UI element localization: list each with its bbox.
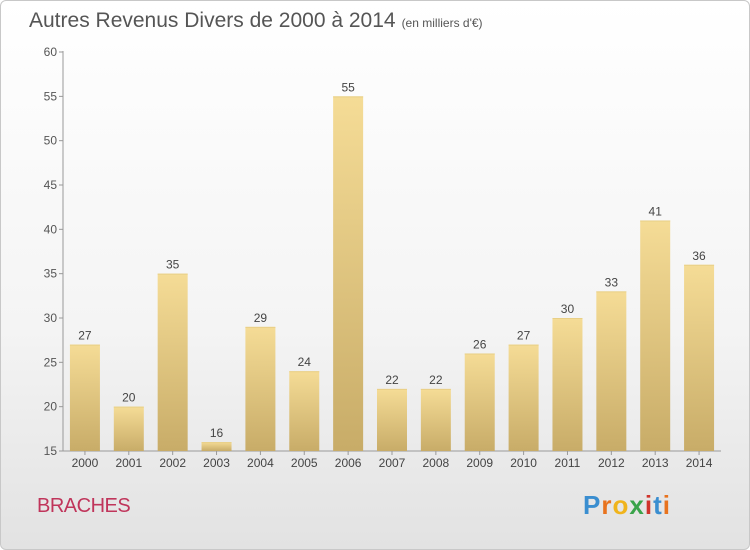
bar-value-label: 27 [517,329,531,343]
bar [640,220,671,451]
x-tick-label: 2009 [466,456,493,470]
bar-value-label: 20 [122,391,136,405]
bar-value-label: 22 [429,373,443,387]
x-tick-label: 2007 [379,456,406,470]
bar-value-label: 55 [341,80,355,94]
bar-value-label: 35 [166,258,180,272]
commune-name: BRACHES [37,495,131,517]
bar-value-label: 29 [254,311,268,325]
logo-letter: t [653,490,663,520]
bar-value-label: 27 [78,329,92,343]
logo-letter: P [583,490,602,520]
bar-value-label: 30 [561,302,575,316]
bar [464,353,495,451]
bar [157,273,188,451]
bar [508,344,539,451]
y-tick-label: 45 [44,178,58,192]
bar-value-label: 22 [385,373,399,387]
x-tick-label: 2008 [423,456,450,470]
logo-letter: i [662,490,671,520]
logo-letter: r [601,490,613,520]
bar-value-label: 26 [473,337,487,351]
bar [596,291,627,451]
bar-value-label: 33 [605,275,619,289]
bar [552,318,583,451]
bar-value-label: 24 [298,355,312,369]
x-tick-label: 2013 [642,456,669,470]
y-tick-label: 55 [44,89,58,103]
x-tick-label: 2006 [335,456,362,470]
bar-value-label: 16 [210,426,224,440]
proxiti-logo[interactable]: Proxiti [583,490,671,521]
x-tick-label: 2012 [598,456,625,470]
x-tick-label: 2005 [291,456,318,470]
x-tick-label: 2010 [510,456,537,470]
bar [684,264,715,451]
y-tick-label: 60 [44,45,58,59]
x-tick-label: 2011 [555,456,581,470]
chart-subtitle: (en milliers d'€) [401,16,483,30]
x-tick-label: 2002 [159,456,186,470]
y-tick-label: 15 [44,444,58,458]
bar [245,326,276,451]
logo-letter: x [629,490,645,520]
y-tick-label: 50 [44,134,58,148]
logo-letter: i [644,490,654,520]
bar [69,344,100,451]
x-tick-label: 2003 [203,456,230,470]
bar [420,388,451,451]
bar [289,371,320,451]
y-tick-label: 25 [44,355,58,369]
x-tick-label: 2001 [115,456,142,470]
chart-title-text: Autres Revenus Divers de 2000 à 2014 [29,9,396,32]
bar [377,388,407,451]
x-tick-label: 2004 [247,456,274,470]
logo-letter: o [612,490,630,520]
bar [333,96,364,451]
y-tick-label: 40 [44,222,58,236]
chart-title: Autres Revenus Divers de 2000 à 2014 (en … [29,9,483,33]
x-tick-label: 2014 [686,456,713,470]
y-tick-label: 30 [44,311,58,325]
bar-value-label: 36 [692,249,706,263]
bar [113,406,144,451]
y-tick-label: 35 [44,267,58,281]
bar-value-label: 41 [649,204,663,218]
bar [201,442,232,451]
y-tick-label: 20 [44,400,58,414]
x-tick-label: 2000 [72,456,99,470]
